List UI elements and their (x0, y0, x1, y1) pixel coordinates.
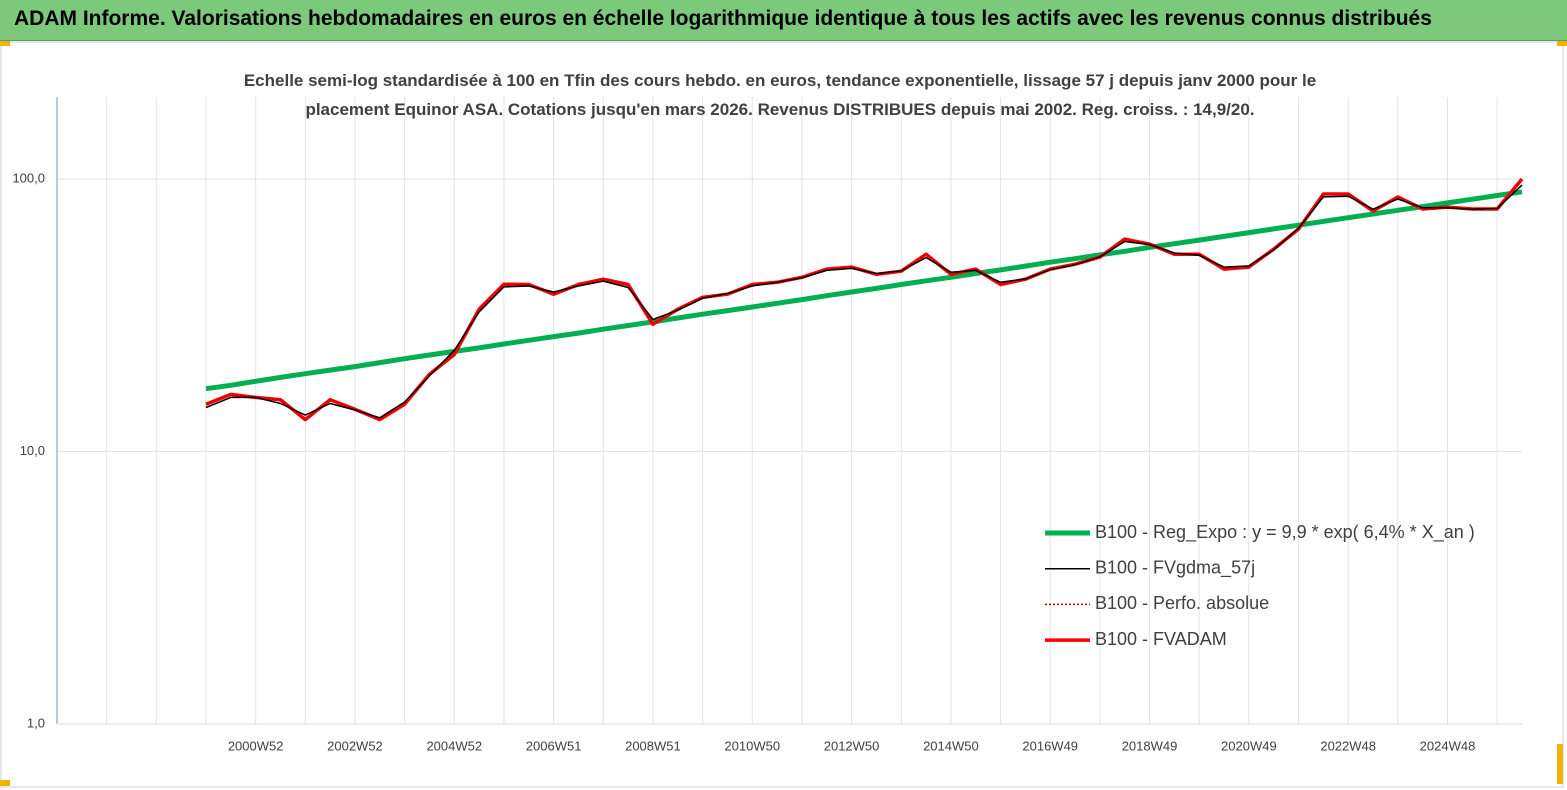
chart-title: Echelle semi-log standardisée à 100 en T… (243, 71, 1317, 119)
legend-label: B100 - Perfo. absolue (1095, 593, 1269, 613)
x-tick-label: 2008W51 (625, 738, 681, 753)
header-bar: ADAM Informe. Valorisations hebdomadaire… (0, 0, 1567, 41)
x-tick-label: 2016W49 (1022, 738, 1078, 753)
series-line (205, 178, 1523, 421)
series-line (205, 184, 1523, 419)
x-tick-label: 2024W48 (1420, 738, 1476, 753)
x-tick-label: 2004W52 (426, 738, 482, 753)
x-tick-label: 2000W52 (228, 738, 284, 753)
x-tick-label: 2006W51 (526, 738, 582, 753)
y-tick-label: 100,0 (12, 170, 45, 185)
corner (1557, 744, 1563, 784)
series-line (205, 177, 1524, 422)
series-line (205, 189, 1523, 392)
x-tick-label: 2014W50 (923, 738, 979, 753)
corner (1557, 40, 1567, 46)
header-title: ADAM Informe. Valorisations hebdomadaire… (14, 7, 1432, 30)
x-tick-label: 2020W49 (1221, 738, 1277, 753)
y-tick-label: 1,0 (27, 715, 45, 730)
x-tick-label: 2010W50 (724, 738, 780, 753)
corner (0, 780, 10, 786)
x-tick-label: 2012W50 (824, 738, 880, 753)
legend-label: B100 - Reg_Expo : y = 9,9 * exp( 6,4% * … (1095, 522, 1475, 543)
legend-label: B100 - FVADAM (1095, 629, 1227, 649)
legend-label: B100 - FVgdma_57j (1095, 557, 1255, 578)
corner (0, 40, 10, 46)
x-tick-label: 2002W52 (327, 738, 383, 753)
chart-frame (0, 41, 1564, 788)
x-tick-label: 2018W49 (1122, 738, 1178, 753)
y-tick-label: 10,0 (20, 443, 45, 458)
x-tick-label: 2022W48 (1320, 738, 1376, 753)
